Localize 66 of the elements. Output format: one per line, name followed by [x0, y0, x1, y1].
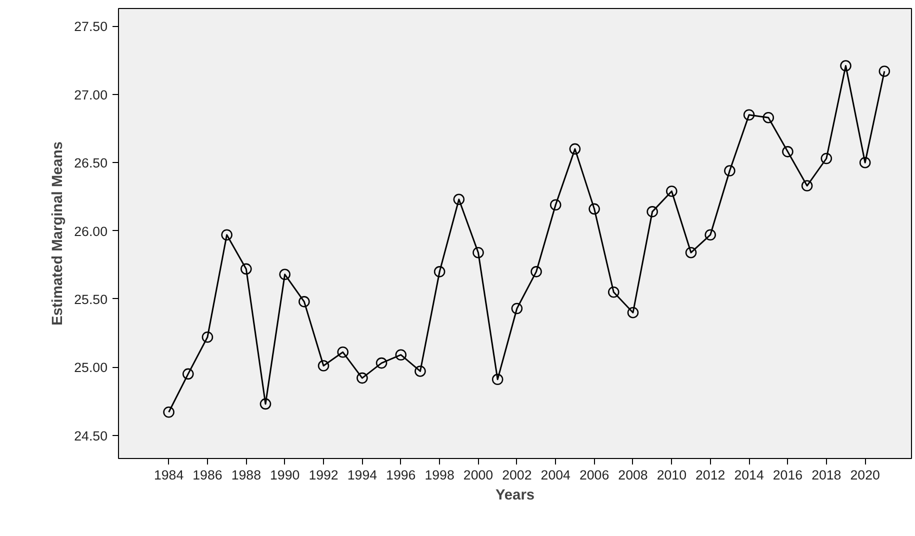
point: [318, 360, 330, 372]
x-tick-label: 2004: [540, 468, 572, 482]
y-tick-label: 24.50: [74, 428, 108, 444]
point: [782, 146, 794, 158]
x-tick-label: 2016: [772, 468, 803, 482]
point: [221, 229, 232, 241]
x-tick-label: 1988: [231, 468, 261, 482]
point: [434, 266, 446, 278]
point: [260, 398, 272, 410]
point: [240, 263, 252, 275]
point: [840, 60, 852, 72]
point: [608, 286, 620, 298]
x-tick-label: 2008: [618, 468, 648, 482]
y-tick-label: 25.50: [74, 292, 108, 307]
x-axis-title: Years: [495, 488, 535, 504]
x-tick-label: 2002: [502, 468, 532, 482]
point: [627, 306, 639, 318]
point: [724, 165, 736, 176]
point: [395, 349, 407, 361]
x-tick-label: 1992: [308, 468, 338, 482]
x-tick-label: 2020: [850, 468, 880, 482]
y-axis-title: Estimated Marginal Means: [50, 141, 66, 326]
point: [646, 206, 658, 218]
point: [666, 186, 678, 197]
point: [492, 374, 504, 386]
x-tick-label: 1984: [154, 468, 184, 482]
x-tick-label: 2014: [734, 468, 764, 482]
point: [743, 109, 755, 121]
point: [453, 194, 465, 206]
point: [279, 268, 290, 280]
y-tick-label: 27.50: [74, 19, 108, 34]
point: [202, 331, 214, 343]
point: [337, 346, 349, 358]
x-tick-label: 2006: [579, 468, 610, 482]
x-tick-label: 2000: [463, 468, 494, 482]
point: [298, 296, 310, 308]
point: [550, 199, 562, 211]
y-tick-label: 26.50: [74, 156, 108, 171]
point: [182, 368, 194, 380]
point: [414, 366, 426, 377]
x-tick-label: 1996: [386, 468, 416, 482]
point: [376, 357, 388, 369]
x-tick-label: 2010: [656, 468, 686, 482]
y-tick-label: 27.00: [74, 87, 108, 102]
x-tick-label: 2012: [696, 468, 726, 482]
point: [530, 266, 542, 278]
x-tick-label: 1986: [192, 468, 222, 482]
x-tick-label: 1998: [424, 468, 454, 482]
point: [588, 203, 600, 215]
point: [820, 152, 832, 164]
x-tick-label: 2018: [812, 468, 842, 482]
point: [569, 143, 581, 155]
point: [356, 372, 368, 384]
y-tick-label: 26.00: [74, 224, 108, 239]
point: [704, 229, 716, 241]
point: [163, 406, 174, 418]
x-tick-label: 1990: [270, 468, 300, 482]
point: [762, 112, 774, 124]
x-tick-label: 1994: [347, 468, 378, 482]
point: [801, 180, 813, 192]
point: [511, 302, 523, 314]
point: [472, 246, 484, 258]
y-tick-label: 25.00: [74, 360, 108, 376]
point: [859, 156, 871, 168]
point: [685, 246, 697, 258]
point: [878, 66, 890, 77]
